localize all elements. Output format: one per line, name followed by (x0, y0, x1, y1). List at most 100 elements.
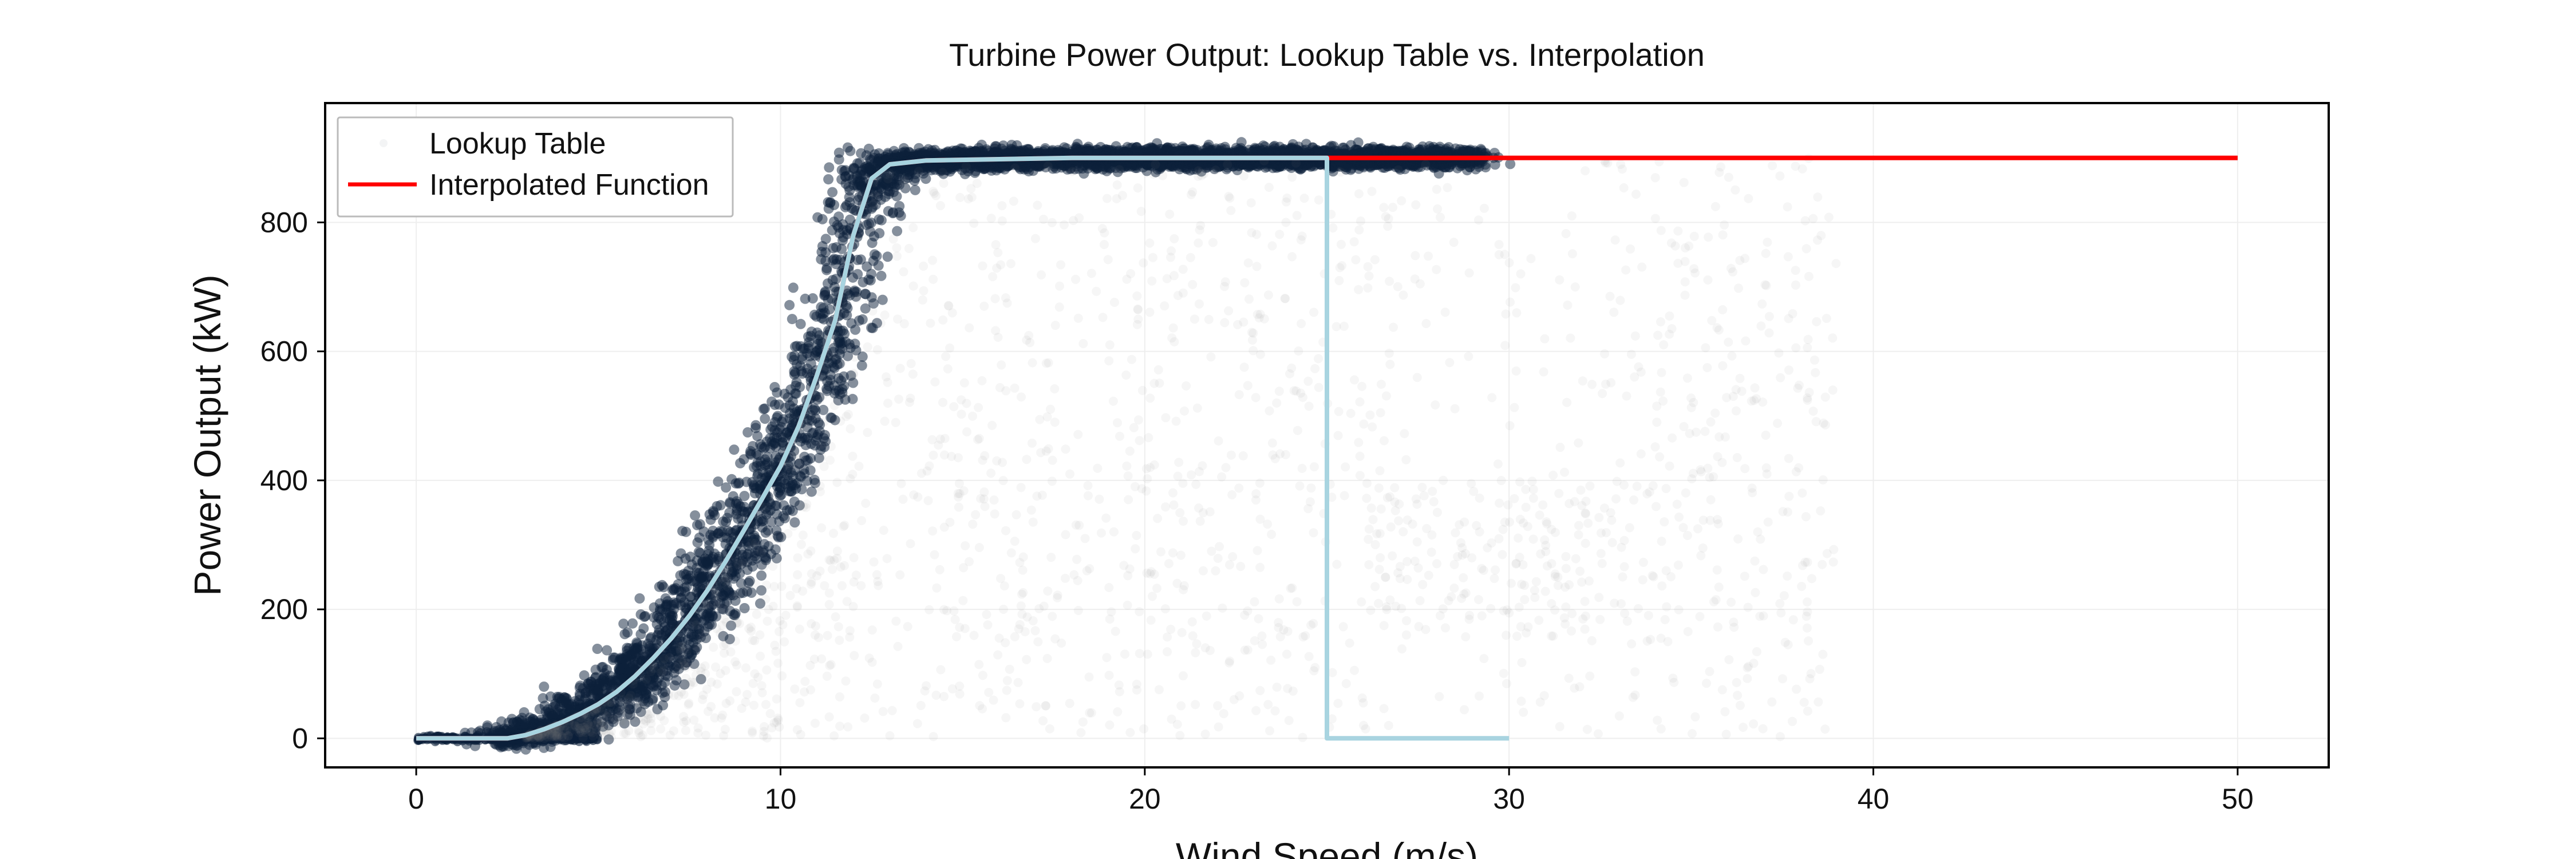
scatter-point (739, 603, 750, 613)
scatter-point (635, 629, 646, 640)
scatter-points (413, 137, 1841, 755)
scatter-point (721, 482, 732, 493)
scatter-point (883, 188, 894, 199)
scatter-point (812, 212, 823, 223)
scatter-point (615, 669, 626, 680)
scatter-point (739, 491, 750, 502)
scatter-point (837, 219, 848, 230)
scatter-point (694, 573, 705, 584)
scatter-point (553, 693, 564, 704)
scatter-point (816, 246, 827, 257)
scatter-point (735, 588, 746, 598)
scatter-point (651, 677, 662, 688)
scatter-point (827, 187, 838, 198)
scatter-point (634, 593, 645, 604)
scatter-point (867, 238, 878, 249)
scatter-point (874, 228, 885, 239)
scatter-point (618, 618, 629, 629)
scatter-point (788, 282, 799, 293)
scatter-point (767, 421, 777, 432)
scatter-point (838, 232, 849, 243)
scatter-point (789, 517, 800, 528)
scatter-point (639, 612, 650, 622)
scatter-point (920, 174, 931, 184)
scatter-point (619, 629, 630, 640)
scatter-point (820, 234, 831, 245)
scatter-point (833, 147, 844, 158)
chart-title: Turbine Power Output: Lookup Table vs. I… (949, 37, 1705, 73)
scatter-point (752, 431, 763, 442)
scatter-point (812, 345, 823, 356)
scatter-point (856, 360, 867, 371)
scatter-point (785, 408, 795, 419)
scatter-point (796, 471, 807, 482)
scatter-point (677, 526, 688, 537)
scatter-point (823, 203, 834, 214)
scatter-point (539, 681, 550, 692)
scatter-point (757, 522, 768, 533)
scatter-point (658, 582, 669, 593)
scatter-point (805, 453, 816, 464)
scatter-point (841, 310, 852, 321)
scatter-point (894, 201, 905, 211)
scatter-point (692, 537, 703, 548)
scatter-point (709, 510, 720, 521)
scatter-point (1505, 159, 1516, 170)
scatter-point (820, 286, 831, 297)
scatter-point (990, 141, 1001, 152)
scatter-point (690, 510, 701, 521)
scatter-point (745, 448, 756, 459)
scatter-point (930, 144, 941, 155)
scatter-point (755, 439, 766, 450)
scatter-point (843, 182, 854, 192)
scatter-point (803, 331, 813, 342)
scatter-point (666, 610, 677, 621)
scatter-point (621, 657, 631, 668)
scatter-point (1071, 142, 1082, 153)
scatter-point (860, 303, 871, 314)
scatter-point (683, 566, 694, 576)
scatter-point (800, 293, 811, 304)
scatter-point (685, 592, 696, 602)
scatter-point (742, 427, 753, 438)
scatter-point (750, 420, 761, 431)
scatter-point (787, 352, 797, 362)
scatter-point (824, 162, 835, 173)
scatter-point (831, 254, 842, 265)
scatter-point (831, 242, 841, 253)
scatter-point (673, 555, 683, 566)
scatter-point (850, 324, 861, 335)
scatter-point (779, 388, 790, 399)
scatter-point (821, 263, 832, 274)
scatter-point (806, 439, 817, 450)
scatter-point (877, 294, 888, 305)
scatter-point (769, 382, 780, 392)
scatter-point (757, 467, 768, 477)
scatter-point (814, 426, 825, 437)
scatter-point (813, 452, 824, 463)
scatter-point (735, 458, 746, 468)
scatter-point (1490, 159, 1500, 170)
scatter-point (840, 336, 851, 347)
scatter-point (770, 544, 781, 555)
scatter-point (860, 289, 871, 300)
scatter-point (818, 404, 829, 415)
scatter-point (795, 341, 806, 352)
scatter-point (882, 251, 893, 262)
scatter-point (627, 618, 638, 629)
scatter-point (840, 171, 851, 182)
scatter-point (806, 486, 817, 497)
scatter-point (831, 274, 841, 285)
scatter-point (795, 381, 805, 392)
scatter-point (876, 270, 887, 281)
scatter-point (788, 396, 798, 407)
scatter-point (871, 251, 882, 261)
scatter-point (784, 300, 795, 310)
scatter-point (758, 404, 769, 415)
scatter-point (632, 639, 642, 649)
scatter-point (602, 645, 613, 656)
scatter-point (713, 528, 724, 539)
scatter-point (807, 293, 818, 304)
scatter-point (668, 584, 679, 594)
